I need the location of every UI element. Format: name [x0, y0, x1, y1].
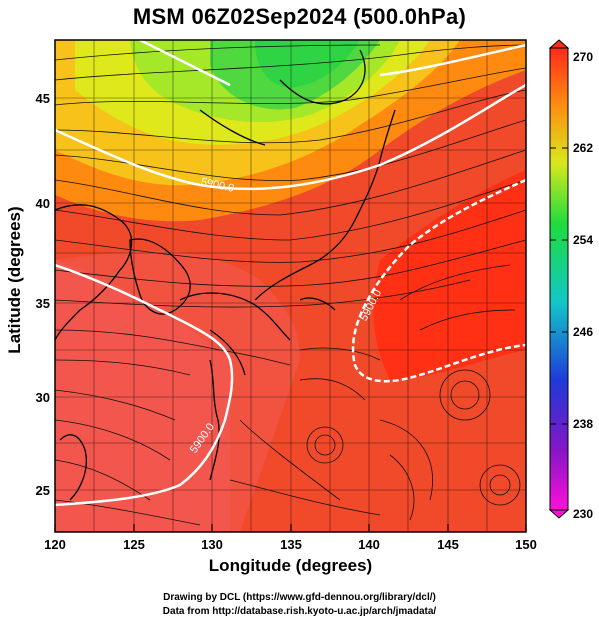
credit-drawing: Drawing by DCL (https://www.gfd-dennou.o…	[163, 592, 436, 603]
x-axis-label: Longitude (degrees)	[208, 556, 373, 575]
x-tick-label: 120	[44, 537, 66, 552]
x-tick-marks	[54, 524, 527, 532]
grid-lines	[55, 40, 526, 532]
colorbar-tick-label: 230	[573, 507, 593, 521]
colorbar-tick-label: 238	[573, 417, 593, 431]
colorbar-tick-label: 270	[573, 50, 593, 64]
coastlines	[55, 49, 396, 501]
x-tick-label: 140	[358, 537, 380, 552]
y-tick-label: 35	[36, 296, 50, 311]
colorbar-tick-label: 246	[573, 325, 593, 339]
y-tick-label: 40	[36, 196, 50, 211]
x-tick-label: 135	[280, 537, 302, 552]
map-title: MSM 06Z02Sep2024 (500.0hPa)	[132, 4, 467, 29]
wind-streamlines	[55, 44, 526, 526]
y-axis-label: Latitude (degrees)	[5, 206, 24, 354]
y-tick-label: 30	[36, 390, 50, 405]
colorbar-tick-label: 254	[573, 233, 593, 247]
x-tick-label: 125	[123, 537, 145, 552]
x-tick-label: 150	[515, 537, 537, 552]
y-tick-label: 45	[36, 91, 50, 106]
x-tick-label: 130	[201, 537, 223, 552]
x-tick-label: 145	[437, 537, 459, 552]
colorbar-tick-label: 262	[573, 141, 593, 155]
colorbar	[548, 39, 570, 519]
height-contours	[55, 40, 526, 507]
credit-data-source: Data from http://database.rish.kyoto-u.a…	[162, 606, 437, 617]
y-tick-label: 25	[36, 483, 50, 498]
